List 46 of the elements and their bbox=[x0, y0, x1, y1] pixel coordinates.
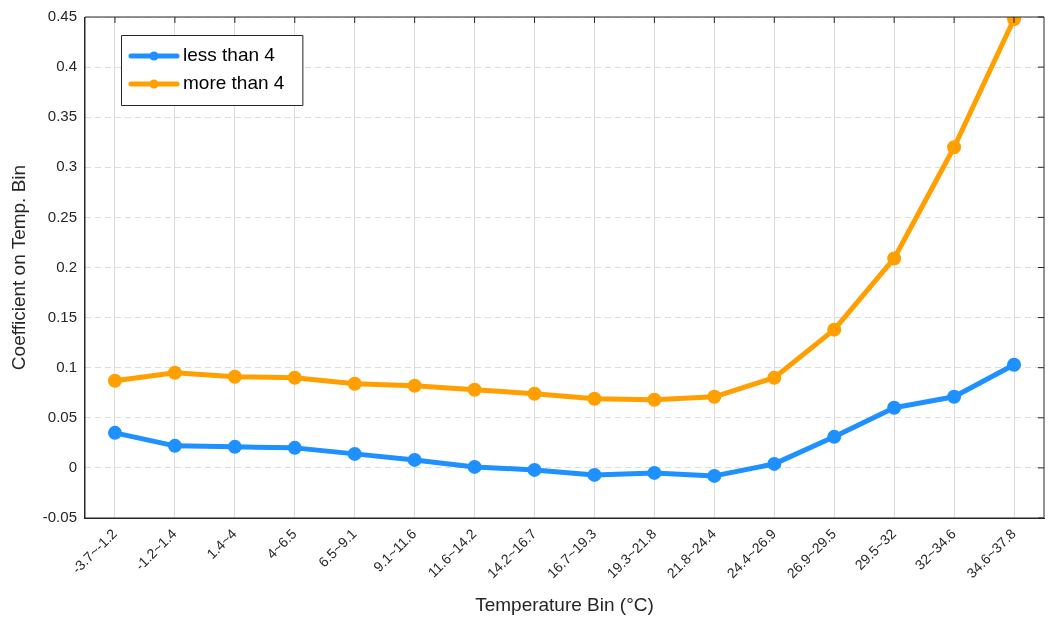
point bbox=[467, 459, 482, 474]
y-tick-label: 0.3 bbox=[56, 157, 77, 175]
point bbox=[767, 370, 782, 385]
y-tick-label: -0.05 bbox=[42, 508, 77, 526]
point bbox=[827, 322, 842, 337]
point bbox=[887, 251, 902, 266]
y-tick-label: 0.1 bbox=[56, 357, 77, 375]
point bbox=[107, 425, 122, 440]
y-tick-label: 0.35 bbox=[47, 107, 77, 125]
y-tick-label: 0.2 bbox=[56, 257, 77, 275]
point bbox=[227, 439, 242, 454]
point bbox=[887, 400, 902, 415]
x-axis-title: Temperature Bin (°C) bbox=[475, 593, 654, 615]
legend-label: less than 4 bbox=[182, 44, 276, 66]
point bbox=[587, 467, 602, 482]
point bbox=[287, 440, 302, 455]
point bbox=[107, 373, 122, 388]
point bbox=[287, 370, 302, 385]
y-tick-label: 0.25 bbox=[47, 207, 77, 225]
point bbox=[407, 378, 422, 393]
point bbox=[347, 446, 362, 461]
point bbox=[647, 465, 662, 480]
legend-label: more than 4 bbox=[182, 72, 285, 94]
point bbox=[707, 389, 722, 404]
y-tick-label: 0.15 bbox=[47, 307, 77, 325]
y-tick-label: 0.45 bbox=[47, 7, 77, 25]
point bbox=[167, 438, 182, 453]
point bbox=[947, 389, 962, 404]
point bbox=[827, 429, 842, 444]
y-tick-label: 0.05 bbox=[47, 407, 77, 425]
point bbox=[767, 456, 782, 471]
point bbox=[467, 382, 482, 397]
y-tick-label: 0 bbox=[68, 458, 77, 476]
point bbox=[647, 392, 662, 407]
point bbox=[947, 140, 962, 155]
point bbox=[707, 468, 722, 483]
point bbox=[587, 391, 602, 406]
point bbox=[227, 369, 242, 384]
point bbox=[527, 462, 542, 477]
y-axis-title: Coefficient on Temp. Bin bbox=[7, 164, 29, 371]
point bbox=[347, 376, 362, 391]
point bbox=[167, 365, 182, 380]
point bbox=[527, 386, 542, 401]
point bbox=[1007, 357, 1022, 372]
point bbox=[407, 452, 422, 467]
y-tick-label: 0.4 bbox=[56, 57, 77, 75]
